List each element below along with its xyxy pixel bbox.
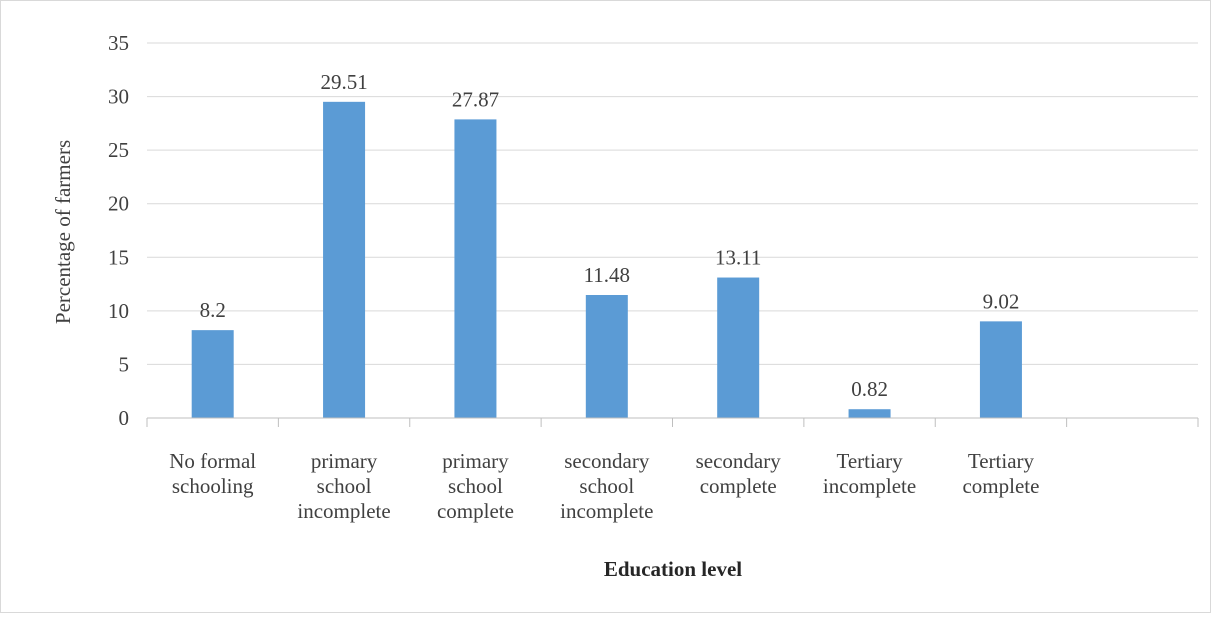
- y-tick-label: 35: [108, 31, 129, 55]
- y-tick-label: 0: [119, 406, 130, 430]
- gridlines: [147, 42, 1198, 365]
- bar: [717, 277, 760, 418]
- axes: [146, 417, 1199, 427]
- bars: [191, 101, 1022, 419]
- x-category-label: primary school complete: [437, 449, 514, 523]
- y-tick-label: 10: [108, 299, 129, 323]
- labels: 0 5 10 15 20 25 30 35 8.2 No formal schooling 29.51…: [108, 31, 1039, 523]
- data-label: 9.02: [983, 289, 1020, 313]
- y-tick-label: 15: [108, 245, 129, 269]
- x-axis-title: Education level: [604, 557, 742, 581]
- y-tick-label: 5: [119, 352, 130, 376]
- y-tick-label: 30: [108, 85, 129, 109]
- bar: [191, 330, 234, 418]
- x-category-label: Tertiary complete: [962, 449, 1039, 498]
- y-axis-title: Percentage of farmers: [51, 140, 75, 324]
- bar: [323, 101, 366, 419]
- data-label: 13.11: [715, 246, 761, 270]
- x-category-label: No formal schooling: [169, 449, 256, 498]
- y-tick-label: 20: [108, 192, 129, 216]
- x-category-label: primary school incomplete: [297, 449, 390, 523]
- data-label: 0.82: [851, 377, 888, 401]
- bar: [454, 119, 497, 419]
- data-label: 11.48: [584, 263, 630, 287]
- x-category-label: secondary complete: [696, 449, 782, 498]
- data-label: 8.2: [200, 298, 226, 322]
- data-label: 27.87: [452, 87, 499, 111]
- bar: [585, 295, 628, 418]
- x-category-label: secondary school incomplete: [560, 449, 653, 523]
- data-label: 29.51: [320, 70, 367, 94]
- y-tick-label: 25: [108, 138, 129, 162]
- x-category-label: Tertiary incomplete: [823, 449, 916, 498]
- bar: [979, 321, 1022, 418]
- bar: [848, 409, 891, 418]
